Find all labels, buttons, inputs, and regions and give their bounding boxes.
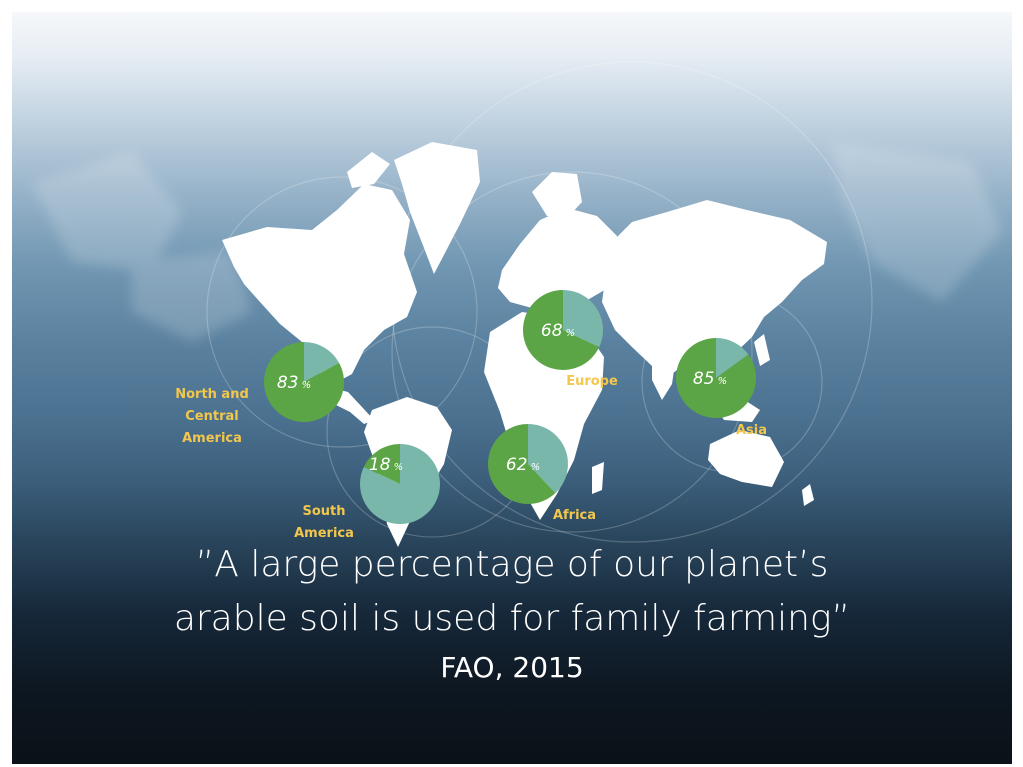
pie-slice-family-farming-asia	[676, 338, 756, 419]
pie-value-label-asia: 85%	[693, 369, 727, 389]
greenland-shape	[394, 142, 480, 274]
pie-value-label-south-america: 18%	[369, 455, 403, 475]
pie-asia: 85%	[676, 338, 756, 419]
world-map-background: 83 % 18 % 68 % 62 % 85%	[32, 61, 1002, 547]
pie-value-label-europe: 68%	[541, 321, 575, 341]
asia-shape	[602, 200, 827, 374]
scandinavia-shape	[532, 172, 582, 218]
canada-islands-shape	[347, 152, 390, 188]
europe-shape	[498, 208, 620, 312]
madagascar-shape	[592, 462, 604, 494]
australia-shape	[708, 430, 784, 487]
pie-slice-family-farming-africa	[488, 424, 556, 504]
quote-line-2: arable soil is used for family farming”	[173, 598, 851, 639]
pie-charts: 83 % 18 % 68 % 62 % 85%	[263, 290, 756, 524]
quote-line-1: ”A large percentage of our planet’s	[195, 544, 829, 585]
pie-slice-other-europe	[563, 290, 603, 348]
north-america-shape	[222, 184, 417, 387]
pie-slice-family-farming-europe	[523, 290, 600, 371]
pie-slice-family-farming-south-america	[363, 444, 400, 484]
quote-source: FAO, 2015	[440, 651, 584, 684]
region-label-asia: Asia	[735, 423, 768, 438]
pie-slice-other-africa	[528, 424, 568, 494]
pie-africa: 62%	[488, 424, 568, 504]
pie-slice-other-north-central-america	[304, 342, 340, 382]
pie-slice-family-farming-north-central-america	[263, 342, 344, 422]
pie-south-america: 18%	[360, 444, 440, 524]
region-label-north-central-america: North and Central America	[175, 387, 249, 446]
region-label-africa: Africa	[552, 508, 597, 523]
region-label-south-america: South America	[294, 504, 354, 541]
india-shape	[652, 342, 677, 400]
region-label-europe: Europe	[566, 374, 618, 389]
glow-continents	[32, 142, 1002, 342]
slide: 83% 18% 68% 62% 85% North and Central Americ…	[12, 12, 1012, 764]
new-zealand-shape	[802, 484, 814, 506]
pie-value-label-africa: 62%	[506, 455, 540, 475]
pie-north-central-america: 83%	[263, 342, 344, 422]
pie-value-label-north-central-america: 83%	[277, 373, 311, 393]
pie-slice-other-asia	[716, 338, 749, 378]
pie-europe: 68%	[523, 290, 603, 371]
